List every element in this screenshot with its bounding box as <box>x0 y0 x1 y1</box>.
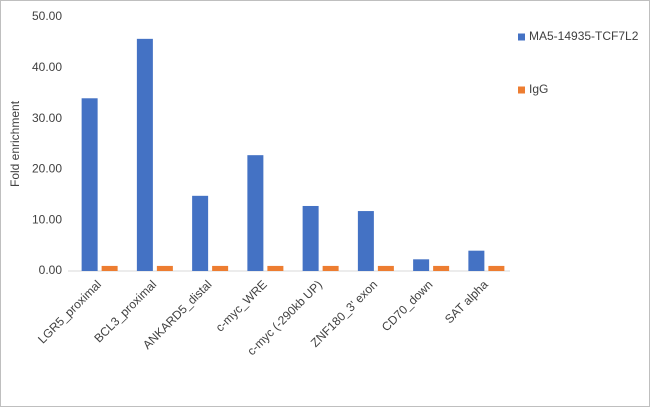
y-tick-label: 50.00 <box>32 9 62 23</box>
bar <box>433 265 450 271</box>
y-tick-label: 0.00 <box>39 263 63 277</box>
bar <box>377 265 394 271</box>
y-tick-label: 10.00 <box>32 212 62 226</box>
bar <box>267 265 284 271</box>
y-tick-label: 30.00 <box>32 111 62 125</box>
bar <box>357 211 374 271</box>
legend-label: IgG <box>529 82 548 96</box>
bar <box>81 98 98 271</box>
bar <box>136 38 153 272</box>
bar <box>488 265 505 271</box>
legend-swatch <box>518 33 525 41</box>
bar <box>468 250 485 271</box>
y-tick-label: 20.00 <box>32 162 62 176</box>
y-tick-label: 40.00 <box>32 60 62 74</box>
bar <box>413 259 430 271</box>
legend-label: MA5-14935-TCF7L2 <box>529 29 639 43</box>
bar <box>156 265 173 271</box>
bar <box>247 155 264 271</box>
bar <box>212 265 229 271</box>
y-axis-title: Fold enrichment <box>8 100 22 187</box>
bar <box>302 205 319 271</box>
legend-swatch <box>518 86 525 94</box>
bar <box>322 265 339 271</box>
bar <box>101 265 118 271</box>
bar <box>192 195 209 271</box>
